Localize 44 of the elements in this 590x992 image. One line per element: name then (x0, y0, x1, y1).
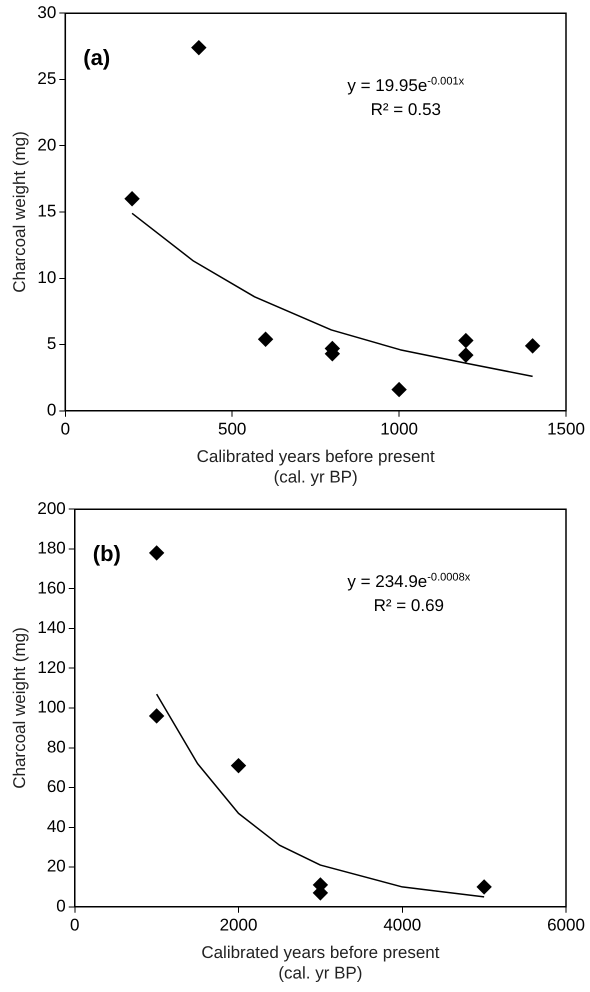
y-tick-label: 80 (46, 737, 66, 756)
y-tick-label: 100 (37, 698, 66, 717)
point (191, 40, 206, 56)
point (258, 332, 274, 347)
y-tick-label: 15 (37, 202, 56, 221)
point (458, 348, 474, 363)
x-axis-title: Calibrated years before present (cal. yr BP) (196, 447, 435, 486)
y-tick-label: 20 (46, 856, 66, 876)
y-tick-label: 60 (46, 777, 66, 796)
point (149, 708, 164, 724)
point (476, 879, 492, 894)
y-tick-label: 25 (37, 69, 56, 88)
y-tick-label: 0 (46, 400, 56, 420)
point (231, 758, 246, 774)
y-axis-title: Charcoal weight (mg) (10, 131, 29, 293)
text: (b) (92, 541, 121, 566)
y-tick-label: 200 (37, 498, 66, 518)
point (149, 545, 164, 560)
point (392, 382, 407, 398)
point (525, 338, 540, 354)
x-tick-label: 4000 (383, 916, 422, 935)
y-tick-label: 120 (37, 658, 66, 677)
y-tick-label: 140 (37, 618, 66, 638)
x-tick-label: 2000 (220, 916, 258, 935)
y-tick-label: 30 (37, 2, 56, 22)
x-tick-label: 500 (218, 420, 246, 439)
y-axis-title: Charcoal weight (mg) (10, 627, 29, 789)
x-tick-label: 6000 (547, 916, 585, 935)
y-tick-label: 20 (37, 135, 56, 154)
y-tick-label: 40 (46, 816, 66, 836)
y-tick-label: 5 (46, 334, 56, 354)
x-tick-label: 1500 (547, 420, 585, 439)
point (458, 333, 474, 348)
annotation: R² = 0.69 (374, 596, 444, 616)
point (124, 191, 140, 206)
text: (a) (83, 45, 110, 70)
x-tick-label: 0 (70, 916, 80, 935)
y-tick-label: 160 (37, 578, 66, 598)
annotation: R² = 0.53 (370, 100, 441, 120)
y-tick-label: 180 (37, 538, 66, 558)
y-tick-label: 10 (37, 268, 56, 287)
x-axis-title: Calibrated years before present (cal. yr BP) (201, 943, 440, 982)
x-tick-label: 1000 (380, 420, 418, 439)
y-tick-label: 0 (56, 896, 66, 916)
